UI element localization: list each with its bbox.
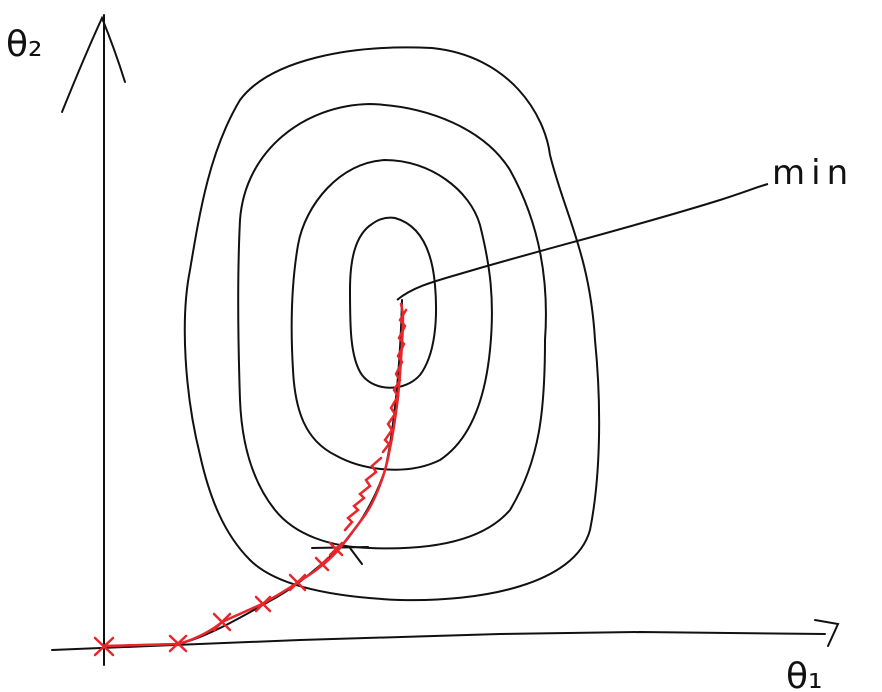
step-marker-6 (314, 556, 330, 572)
contours (183, 46, 601, 602)
step-markers (93, 541, 344, 657)
step-marker-2 (168, 634, 188, 653)
jitter-segment-a (343, 456, 383, 532)
theta1-axis (51, 630, 826, 651)
step-marker-4 (254, 595, 272, 613)
step-marker-1 (93, 636, 115, 657)
theta2-arrowhead (61, 15, 126, 113)
step-marker-7 (328, 541, 344, 557)
min-label: min (772, 153, 854, 193)
step-marker-3 (212, 612, 232, 632)
contour-second (290, 159, 493, 471)
min-leader-line (396, 183, 769, 301)
theta1-arrowhead (814, 619, 840, 647)
theta1-label: θ₁ (786, 656, 822, 692)
stochastic-curve (102, 302, 405, 648)
contour-outer (183, 46, 601, 602)
stochastic-path (102, 302, 408, 648)
theta2-label: θ₂ (6, 24, 42, 65)
contour-third (237, 103, 547, 550)
jitter-segment-b (381, 308, 408, 454)
axes (51, 14, 840, 666)
contour-inner (349, 216, 438, 389)
step-marker-5 (288, 573, 307, 592)
